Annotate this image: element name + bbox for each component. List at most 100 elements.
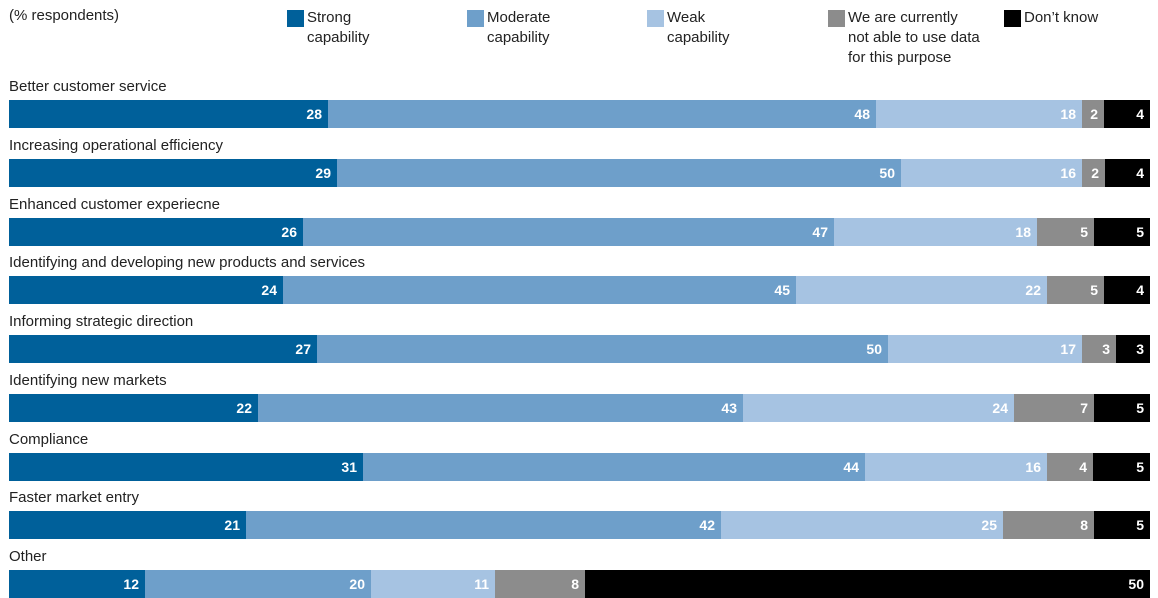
bar-segment: 29 xyxy=(9,158,337,187)
bar-segment: 22 xyxy=(9,393,258,422)
data-label: 25 xyxy=(981,517,997,534)
data-label: 5 xyxy=(1136,458,1144,475)
data-label: 5 xyxy=(1090,282,1098,299)
data-label: 18 xyxy=(1015,223,1031,240)
legend-label: Moderate capability xyxy=(487,8,687,48)
legend-swatch xyxy=(287,10,304,27)
data-label: 21 xyxy=(224,517,240,534)
data-label: 22 xyxy=(236,399,252,416)
category-label: Better customer service xyxy=(9,78,167,95)
legend-swatch xyxy=(1004,10,1021,27)
bar-segment: 8 xyxy=(1003,511,1094,540)
data-label: 8 xyxy=(1080,517,1088,534)
bar-segment: 48 xyxy=(328,100,876,128)
data-label: 7 xyxy=(1080,399,1088,416)
legend-label: Weak capability xyxy=(667,8,867,48)
data-label: 3 xyxy=(1102,341,1110,357)
bar-segment: 12 xyxy=(9,570,145,598)
bar-segment: 42 xyxy=(246,511,721,540)
chart-subtitle: (% respondents) xyxy=(9,7,120,24)
data-label: 20 xyxy=(349,576,365,592)
bar-segment: 25 xyxy=(721,511,1003,540)
legend-label-line: Weak xyxy=(667,9,706,26)
legend-label: Strong capability xyxy=(307,8,507,48)
data-label: 48 xyxy=(854,106,870,122)
data-label: 4 xyxy=(1079,458,1087,475)
bar-segment: 4 xyxy=(1105,158,1150,187)
data-label: 29 xyxy=(315,164,331,181)
legend-label-line: Strong xyxy=(307,9,352,26)
bar-segment: 20 xyxy=(145,570,371,598)
data-label: 44 xyxy=(843,458,859,475)
bar-segment: 45 xyxy=(283,276,796,305)
data-label: 47 xyxy=(812,223,828,240)
legend-label: Don’t know xyxy=(1024,8,1158,28)
bar-segment: 5 xyxy=(1094,393,1150,422)
bar-segment: 5 xyxy=(1093,452,1150,481)
legend-label-line: for this purpose xyxy=(848,49,952,66)
stacked-bar: 22 43 24 7 5 xyxy=(9,393,1150,422)
bar-segment: 4 xyxy=(1104,276,1150,305)
bar-segment: 26 xyxy=(9,217,303,246)
bar-segment: 11 xyxy=(371,570,495,598)
category-label: Enhanced customer experiecne xyxy=(9,195,220,213)
data-label: 2 xyxy=(1090,106,1098,122)
data-label: 27 xyxy=(295,341,311,357)
bar-segment: 50 xyxy=(585,570,1150,598)
data-label: 22 xyxy=(1025,282,1041,299)
data-label: 24 xyxy=(261,282,277,299)
stacked-bar: 21 42 25 8 5 xyxy=(9,511,1150,540)
stacked-bar: 31 44 16 4 5 xyxy=(9,452,1150,481)
category-label: Other xyxy=(9,548,47,565)
category-label: Compliance xyxy=(9,430,89,448)
stacked-bar: 24 45 22 5 4 xyxy=(9,276,1150,305)
data-label: 4 xyxy=(1136,164,1144,181)
category-label: Faster market entry xyxy=(9,489,140,507)
bar-segment: 3 xyxy=(1082,335,1116,363)
stacked-bar: 29 50 16 2 4 xyxy=(9,158,1150,187)
legend-swatch xyxy=(828,10,845,27)
bar-segment: 5 xyxy=(1094,217,1150,246)
bar-segment: 4 xyxy=(1047,452,1093,481)
bar-segment: 21 xyxy=(9,511,246,540)
bar-segment: 17 xyxy=(888,335,1082,363)
bar-segment: 4 xyxy=(1104,100,1150,128)
bar-segment: 18 xyxy=(834,217,1037,246)
legend-label-line: capability xyxy=(667,29,730,46)
data-label: 2 xyxy=(1091,164,1099,181)
legend-label-line: not able to use data xyxy=(848,29,980,46)
bar-segment: 3 xyxy=(1116,335,1150,363)
stacked-bar: 28 48 18 2 4 xyxy=(9,100,1150,128)
bar-segment: 24 xyxy=(9,276,283,305)
category-label: Increasing operational efficiency xyxy=(9,136,224,154)
data-label: 50 xyxy=(1128,576,1144,592)
data-label: 42 xyxy=(699,517,715,534)
bar-segment: 18 xyxy=(876,100,1082,128)
data-label: 3 xyxy=(1136,341,1144,357)
bar-segment: 2 xyxy=(1082,100,1104,128)
bar-segment: 5 xyxy=(1094,511,1150,540)
bar-segment: 47 xyxy=(303,217,834,246)
bar-segment: 16 xyxy=(865,452,1047,481)
bar-segment: 44 xyxy=(363,452,865,481)
bar-segment: 50 xyxy=(337,158,901,187)
data-label: 5 xyxy=(1136,223,1144,240)
data-label: 4 xyxy=(1136,282,1144,299)
category-label: Identifying new markets xyxy=(9,371,167,389)
stacked-bar: 27 50 17 3 3 xyxy=(9,335,1150,363)
data-label: 43 xyxy=(721,399,737,416)
data-label: 12 xyxy=(123,576,139,592)
data-label: 31 xyxy=(341,458,357,475)
data-label: 28 xyxy=(306,106,322,122)
legend-swatch xyxy=(467,10,484,27)
bar-segment: 22 xyxy=(796,276,1047,305)
bar-segment: 50 xyxy=(317,335,888,363)
data-label: 45 xyxy=(774,282,790,299)
bar-segment: 5 xyxy=(1047,276,1104,305)
bar-segment: 16 xyxy=(901,158,1082,187)
data-label: 26 xyxy=(281,223,297,240)
bar-segment: 7 xyxy=(1014,393,1094,422)
data-label: 16 xyxy=(1060,164,1076,181)
bar-segment: 24 xyxy=(743,393,1014,422)
data-label: 16 xyxy=(1025,458,1041,475)
